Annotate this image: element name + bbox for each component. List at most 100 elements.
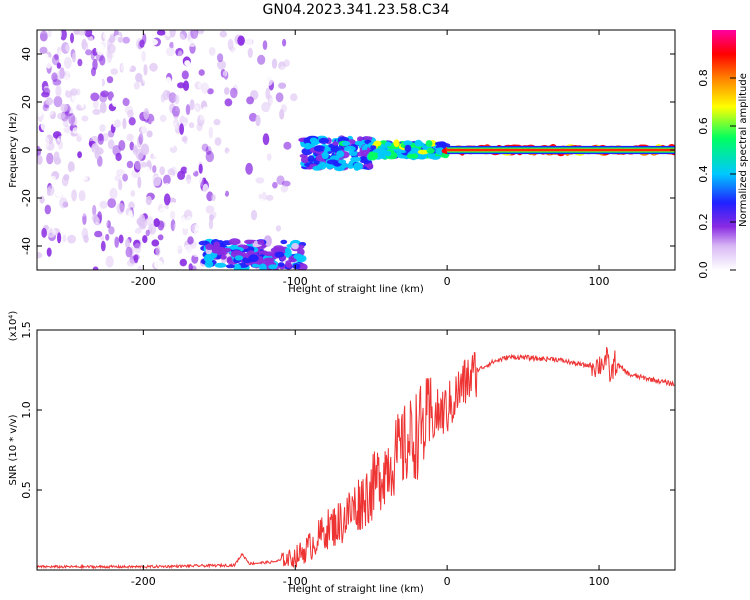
spectrogram-cell bbox=[175, 47, 184, 57]
spectrogram-ylabel: Frequency (Hz) bbox=[8, 112, 19, 188]
spectrogram-cell bbox=[39, 195, 45, 204]
spectrogram-cell bbox=[37, 155, 43, 165]
spectrogram-cell bbox=[342, 141, 351, 146]
spectrogram-cell bbox=[417, 149, 429, 155]
spectrogram-cell bbox=[348, 150, 359, 156]
spectrogram-cell bbox=[224, 98, 233, 107]
spectrogram-cell bbox=[177, 82, 185, 89]
spectrogram-cell bbox=[46, 247, 52, 257]
spectrogram-cell bbox=[92, 221, 100, 231]
spectrogram-cell bbox=[47, 30, 52, 38]
spectrogram-cell bbox=[102, 30, 107, 35]
spectrogram-cell bbox=[234, 140, 239, 153]
spectrogram-cell bbox=[61, 42, 70, 54]
spectrogram-cell bbox=[198, 163, 203, 174]
spectrogram-cell bbox=[99, 55, 106, 66]
spectrogram-cell bbox=[159, 151, 166, 163]
spectrogram-cell bbox=[233, 95, 242, 107]
spectrogram-cell bbox=[152, 153, 158, 162]
spectrogram-cell bbox=[259, 263, 267, 270]
colorbar-label: Normalized spectral amplitude bbox=[738, 73, 749, 227]
spectrogram-cell bbox=[190, 158, 198, 167]
spectrogram-cell bbox=[94, 147, 100, 160]
spectrogram-cell bbox=[77, 30, 86, 36]
spectrogram-cell bbox=[152, 175, 162, 187]
spectrogram-cell bbox=[203, 254, 212, 263]
spectrogram-cell bbox=[137, 265, 142, 270]
spectrogram-cell bbox=[414, 139, 423, 147]
spectrogram-cell bbox=[213, 118, 221, 126]
spectrogram-cell bbox=[292, 59, 297, 68]
spectrogram-cell bbox=[154, 260, 163, 269]
spectrogram-cell bbox=[71, 189, 77, 202]
spectrogram-cell bbox=[377, 152, 386, 158]
spectrogram-cell bbox=[185, 104, 191, 116]
spectrogram-cell bbox=[84, 173, 89, 182]
spectrogram-cell bbox=[143, 108, 150, 120]
spectrogram-cell bbox=[434, 141, 445, 146]
spectrogram-xtick-label: 0 bbox=[444, 275, 451, 288]
spectrogram-cell bbox=[65, 43, 73, 53]
colorbar-tick-label: 0.8 bbox=[697, 69, 710, 87]
spectrogram-cell bbox=[155, 245, 161, 257]
spectrogram-cell bbox=[274, 203, 282, 212]
spectrogram-cell bbox=[48, 79, 54, 90]
spectrogram-cell bbox=[107, 139, 115, 150]
spectrogram-cell bbox=[56, 69, 66, 80]
spectrogram-cell bbox=[77, 202, 85, 213]
spectrogram-cell bbox=[114, 119, 121, 128]
spectrogram-cell bbox=[109, 187, 118, 200]
spectrogram-ytick-label: -20 bbox=[20, 189, 33, 207]
spectrogram-cell bbox=[134, 92, 142, 105]
spectrogram-cell bbox=[148, 224, 157, 235]
spectrogram-cell bbox=[62, 234, 67, 243]
spectrogram-cell bbox=[122, 118, 127, 130]
spectrogram-cell bbox=[236, 74, 245, 81]
spectrogram-cell bbox=[292, 263, 301, 270]
spectrogram-cell bbox=[303, 137, 310, 145]
spectrogram-cell bbox=[44, 204, 51, 215]
spectrogram-cell bbox=[200, 82, 209, 94]
spectrogram-cell bbox=[83, 234, 89, 243]
spectrogram-cell bbox=[70, 170, 76, 178]
spectrogram-cell bbox=[42, 53, 49, 60]
spectrogram-cell bbox=[278, 61, 286, 70]
spectrogram-cell bbox=[194, 223, 201, 231]
spectrogram-cell bbox=[231, 244, 238, 249]
spectrogram-cell bbox=[77, 58, 83, 67]
spectrogram-cell bbox=[268, 264, 278, 270]
spectrogram-cell bbox=[248, 254, 259, 263]
spectrogram-cell bbox=[151, 120, 156, 128]
spectrogram-cell bbox=[97, 133, 105, 145]
spectrogram-cell bbox=[137, 136, 142, 149]
spectrogram-cell bbox=[426, 147, 435, 154]
spectrogram-cell bbox=[55, 187, 63, 198]
spectrogram-cell bbox=[187, 78, 195, 86]
spectrogram-cell bbox=[51, 54, 60, 66]
spectrogram-cell bbox=[262, 40, 268, 50]
spectrogram-cell bbox=[106, 76, 114, 84]
spectrogram-cell bbox=[86, 35, 94, 43]
spectrogram-cell bbox=[293, 253, 303, 260]
spectrogram-cell bbox=[192, 104, 200, 113]
spectrogram-cell bbox=[232, 49, 240, 59]
spectrogram-cell bbox=[269, 98, 274, 106]
spectrogram-cell bbox=[92, 58, 98, 71]
spectrogram-cell bbox=[192, 92, 197, 99]
spectrogram-cell bbox=[48, 42, 58, 49]
spectrogram-cell bbox=[91, 161, 98, 173]
spectrogram-cell bbox=[179, 123, 185, 135]
spectrogram-cell bbox=[309, 137, 318, 143]
spectrogram-cell bbox=[173, 222, 180, 232]
spectrogram-tone-band bbox=[447, 149, 675, 151]
spectrogram-cell bbox=[282, 38, 287, 47]
spectrogram-cell bbox=[144, 262, 152, 270]
spectrogram-cell bbox=[133, 254, 139, 264]
spectrogram-cell bbox=[159, 35, 167, 47]
spectrogram-cell bbox=[255, 184, 264, 195]
spectrogram-cell bbox=[199, 176, 204, 187]
spectrogram-cell bbox=[45, 40, 50, 49]
spectrogram-cell bbox=[171, 131, 177, 139]
spectrogram-cell bbox=[230, 87, 238, 99]
